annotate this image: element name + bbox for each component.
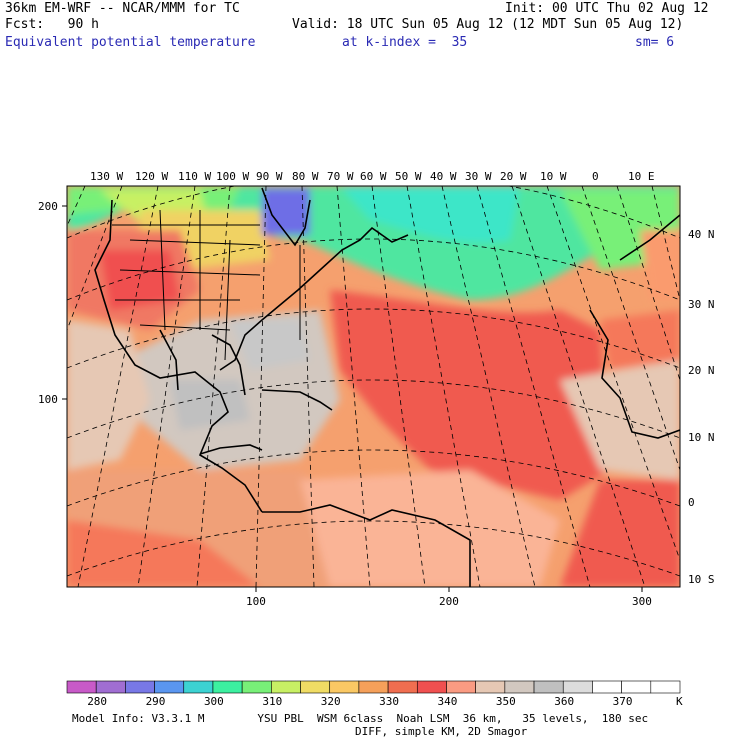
colorbar-swatch	[562, 680, 593, 694]
lon-label-30w: 30 W	[465, 170, 492, 183]
colorbar-swatch	[183, 680, 214, 694]
colorbar-label: 360	[554, 695, 575, 708]
colorbar-swatch	[358, 680, 389, 694]
lat-label-10n: 10 N	[688, 431, 715, 444]
colorbar-label: 330	[379, 695, 399, 708]
bottom-label-300: 300	[632, 595, 652, 608]
k-index: at k-index = 35	[342, 35, 468, 50]
colorbar-swatch	[95, 680, 126, 694]
colorbar-label: 300	[203, 695, 224, 708]
political-boundaries	[112, 209, 301, 361]
model-title: 36km EM-WRF -- NCAR/MMM for TC	[5, 1, 240, 16]
colorbar-swatch	[533, 680, 564, 694]
lat-label-10s: 10 S	[688, 573, 715, 586]
colorbar-label: 340	[437, 695, 458, 708]
footer-diffusion: DIFF, simple KM, 2D Smagor	[355, 725, 528, 738]
colorbar-unit: K	[676, 695, 683, 708]
colorbar-label: 280	[87, 695, 108, 708]
colorbar-swatch	[446, 680, 476, 694]
init-time: Init: 00 UTC Thu 02 Aug 12	[505, 1, 709, 16]
lon-label-90w: 90 W	[256, 170, 283, 183]
map-field	[67, 186, 680, 587]
colorbar-label: 290	[145, 695, 166, 708]
field-name: Equivalent potential temperature	[5, 35, 256, 50]
forecast-hour: Fcst: 90 h	[5, 17, 99, 32]
colorbar-swatch	[592, 680, 622, 694]
colorbar-swatch	[329, 680, 360, 694]
colorbar-swatch	[212, 680, 243, 694]
lat-label-0: 0	[688, 496, 695, 509]
colorbar-swatch	[387, 680, 418, 694]
bottom-label-200: 200	[439, 595, 459, 608]
lon-label-110w: 110 W	[178, 170, 212, 183]
left-label-200: 200	[38, 200, 58, 213]
colorbar-label: 370	[612, 695, 633, 708]
lon-label-0: 0	[592, 170, 599, 183]
colorbar-swatch	[504, 680, 535, 694]
lon-label-10e: 10 E	[628, 170, 655, 183]
valid-time: Valid: 18 UTC Sun 05 Aug 12 (12 MDT Sun …	[292, 17, 684, 32]
lat-label-40n: 40 N	[688, 228, 715, 241]
colorbar-swatch	[66, 680, 97, 694]
colorbar-label: 310	[262, 695, 283, 708]
colorbar-swatch	[241, 680, 272, 694]
lon-label-120w: 120 W	[135, 170, 169, 183]
colorbar-swatch	[125, 680, 155, 694]
colorbar-swatch	[475, 680, 506, 694]
lat-label-20n: 20 N	[688, 364, 715, 377]
left-label-100: 100	[38, 393, 58, 406]
coastlines	[94, 187, 680, 587]
colorbar-label: 320	[320, 695, 341, 708]
lat-label-30n: 30 N	[688, 298, 715, 311]
colorbar-swatch	[650, 680, 681, 694]
smoothing: sm= 6	[635, 35, 675, 50]
lon-label-50w: 50 W	[395, 170, 422, 183]
lon-label-60w: 60 W	[360, 170, 387, 183]
colorbar	[66, 680, 681, 694]
colorbar-swatch	[416, 680, 447, 694]
colorbar-label: 350	[495, 695, 516, 708]
map-ticks	[62, 205, 643, 592]
colorbar-swatch	[621, 680, 652, 694]
lon-label-80w: 80 W	[292, 170, 319, 183]
colorbar-swatch	[154, 680, 185, 694]
lon-label-20w: 20 W	[500, 170, 527, 183]
map-frame	[66, 185, 681, 588]
lon-label-10w: 10 W	[540, 170, 567, 183]
colorbar-swatch	[271, 680, 301, 694]
colorbar-swatch	[300, 680, 331, 694]
lon-label-100w: 100 W	[216, 170, 250, 183]
lon-label-40w: 40 W	[430, 170, 457, 183]
lon-label-130w: 130 W	[90, 170, 124, 183]
lon-label-70w: 70 W	[327, 170, 354, 183]
bottom-label-100: 100	[246, 595, 266, 608]
footer-model-info: Model Info: V3.3.1 M YSU PBL WSM 6class …	[72, 712, 649, 725]
lat-lon-grid	[67, 186, 680, 587]
